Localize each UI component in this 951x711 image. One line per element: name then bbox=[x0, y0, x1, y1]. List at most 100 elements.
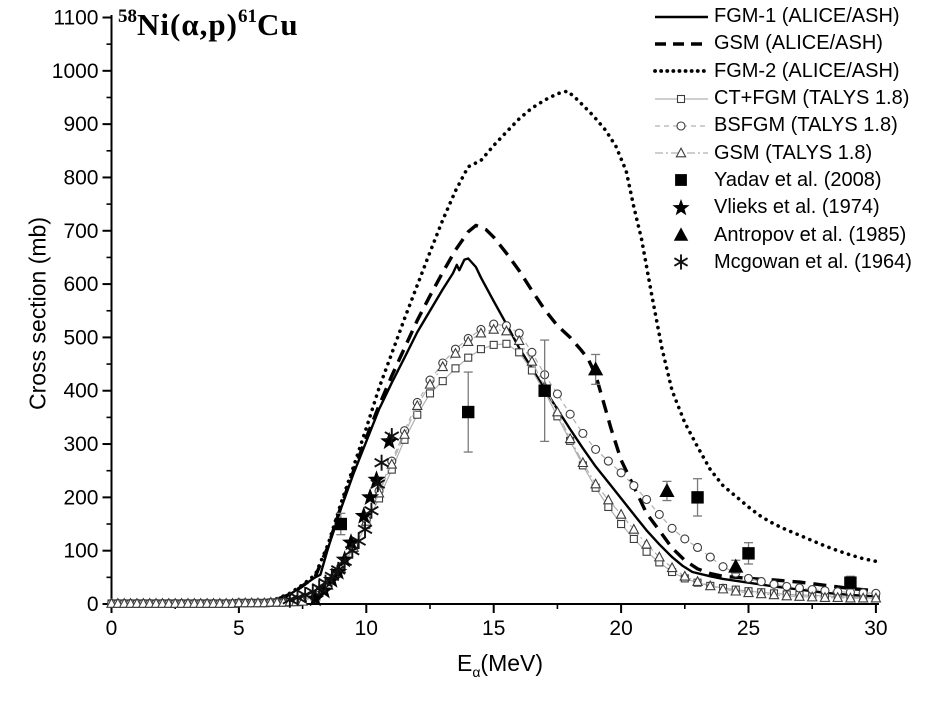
curve-fgm1 bbox=[111, 257, 876, 605]
asterisk-marker bbox=[282, 591, 298, 608]
legend-sample-vlieks bbox=[672, 198, 690, 216]
legend-row-antropov: Antropov et al. (1985) bbox=[653, 221, 912, 248]
legend-label: Mcgowan et al. (1964) bbox=[714, 250, 912, 273]
open-triangle-marker bbox=[806, 591, 818, 602]
open-circle-marker bbox=[642, 494, 652, 505]
asterisk-marker bbox=[374, 454, 389, 471]
asterisk-marker bbox=[357, 521, 373, 538]
open-square-marker bbox=[451, 364, 460, 373]
open-triangle-marker bbox=[399, 428, 411, 439]
filled-square-marker bbox=[538, 384, 551, 397]
x-axis-title-symbol: E bbox=[456, 650, 473, 676]
open-square-marker bbox=[438, 377, 447, 386]
open-triangle-marker bbox=[832, 591, 844, 602]
y-tick-label: 400 bbox=[63, 380, 98, 403]
open-circle-marker bbox=[616, 468, 626, 478]
legend-sample-bsfgm bbox=[655, 121, 708, 131]
x-axis-title-unit: (MeV) bbox=[480, 650, 544, 676]
curve-line-fgm2 bbox=[109, 89, 878, 605]
legend-row-vlieks: Vlieks et al. (1974) bbox=[653, 194, 912, 221]
legend-row-ctfgm: CT+FGM (TALYS 1.8) bbox=[653, 85, 912, 112]
asterisk-ray bbox=[357, 524, 373, 535]
filled-triangle-marker bbox=[659, 482, 675, 497]
open-square-marker bbox=[425, 389, 435, 398]
curve-line-gsm_talys bbox=[111, 328, 876, 605]
open-triangle-marker bbox=[475, 327, 487, 338]
legend-row-fgm1: FGM-1 (ALICE/ASH) bbox=[653, 3, 912, 30]
filled-square-marker bbox=[691, 491, 704, 504]
filled-star-marker bbox=[315, 581, 334, 599]
open-circle-marker bbox=[654, 509, 664, 519]
asterisk-ray bbox=[311, 583, 327, 593]
asterisk-ray bbox=[318, 577, 333, 588]
y-tick-label: 1000 bbox=[52, 60, 99, 83]
open-triangle-marker bbox=[704, 579, 716, 591]
y-tick-label: 900 bbox=[63, 113, 98, 136]
open-triangle-marker bbox=[781, 590, 793, 601]
legend-sample-mcgowan bbox=[673, 254, 689, 270]
open-triangle-marker bbox=[692, 575, 704, 586]
filled-star-marker bbox=[341, 533, 361, 551]
filled-star-marker bbox=[380, 431, 399, 450]
x-axis-title: Eα(MeV) bbox=[390, 650, 610, 680]
scatter-mcgowan bbox=[282, 428, 400, 608]
open-circle-marker bbox=[565, 409, 575, 419]
open-square-marker bbox=[617, 519, 626, 529]
legend-row-yadav: Yadav et al. (2008) bbox=[653, 167, 912, 194]
y-tick-label: 500 bbox=[63, 326, 98, 349]
open-square-marker bbox=[489, 340, 498, 349]
asterisk-ray bbox=[384, 431, 400, 441]
legend-row-gsm_alice: GSM (ALICE/ASH) bbox=[653, 30, 912, 57]
open-triangle-marker bbox=[666, 561, 678, 573]
curve-line-bsfgm bbox=[111, 323, 876, 605]
open-circle-marker bbox=[629, 481, 639, 491]
open-square-marker bbox=[604, 502, 613, 512]
filled-triangle-marker bbox=[728, 558, 744, 573]
filled-square-marker bbox=[334, 517, 348, 531]
legend-row-bsfgm: BSFGM (TALYS 1.8) bbox=[653, 112, 912, 139]
asterisk-ray bbox=[351, 536, 367, 546]
open-triangle-marker bbox=[768, 588, 780, 600]
open-circle-marker bbox=[603, 456, 613, 466]
asterisk-ray bbox=[324, 571, 340, 582]
curve-line-ctfgm bbox=[111, 343, 876, 605]
reaction-mass-2: 61 bbox=[237, 6, 257, 27]
open-triangle-marker bbox=[793, 590, 805, 601]
curve-line-fgm1 bbox=[111, 257, 876, 605]
legend-row-mcgowan: Mcgowan et al. (1964) bbox=[653, 249, 912, 276]
y-tick-label: 1100 bbox=[53, 7, 98, 30]
open-square-marker bbox=[464, 353, 473, 362]
x-tick-label: 10 bbox=[355, 617, 378, 640]
reaction-mass-1: 58 bbox=[118, 6, 137, 27]
asterisk-marker bbox=[337, 553, 353, 570]
reaction-body-1: Ni(α,p) bbox=[137, 7, 238, 42]
open-triangle-marker bbox=[641, 538, 653, 549]
reaction-title: 58Ni(α,p)61Cu bbox=[118, 6, 299, 43]
curve-ctfgm bbox=[107, 339, 880, 608]
filled-square-marker bbox=[844, 576, 857, 589]
filled-triangle-marker bbox=[588, 361, 604, 376]
filled-star-marker bbox=[354, 506, 373, 524]
legend-label: CT+FGM (TALYS 1.8) bbox=[714, 87, 910, 110]
curve-gsm_alice bbox=[111, 223, 877, 605]
filled-star-marker bbox=[306, 589, 325, 607]
legend-label: BSFGM (TALYS 1.8) bbox=[714, 114, 898, 137]
legend: FGM-1 (ALICE/ASH) GSM (ALICE/ASH) FGM-2 (A… bbox=[653, 3, 912, 276]
open-triangle-marker bbox=[488, 323, 500, 334]
y-tick-label: 700 bbox=[63, 220, 98, 243]
legend-label: FGM-1 (ALICE/ASH) bbox=[714, 5, 900, 28]
open-triangle-marker bbox=[755, 587, 767, 599]
asterisk-ray bbox=[673, 257, 689, 267]
asterisk-ray bbox=[370, 479, 386, 489]
asterisk-marker bbox=[290, 589, 305, 606]
open-triangle-marker bbox=[870, 592, 882, 603]
open-triangle-marker bbox=[717, 583, 729, 594]
x-tick-label: 30 bbox=[864, 617, 887, 640]
scatter-antropov bbox=[588, 353, 744, 574]
legend-sample-ctfgm bbox=[655, 94, 708, 103]
y-tick-label: 800 bbox=[63, 166, 98, 189]
open-triangle-marker bbox=[437, 360, 449, 372]
open-triangle-marker bbox=[411, 399, 423, 411]
